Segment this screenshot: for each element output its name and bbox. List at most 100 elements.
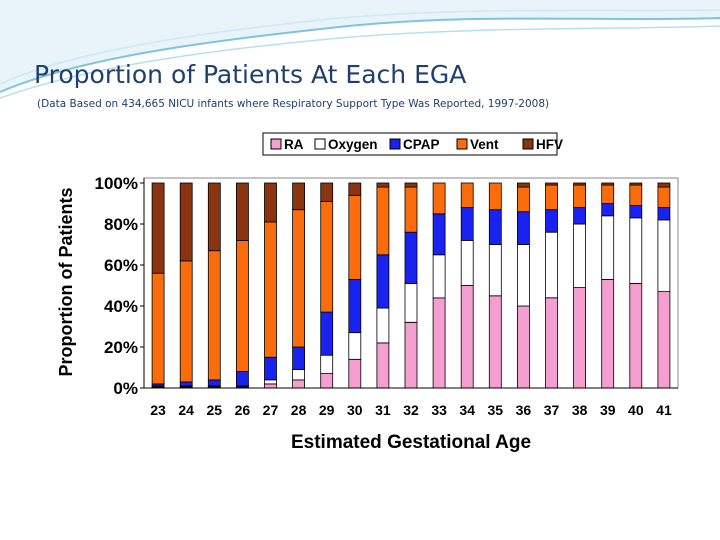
x-tick-label: 33 — [431, 402, 447, 418]
bar-segment-cpap-39 — [601, 203, 615, 217]
bar-segment-hfv-37 — [545, 182, 558, 186]
bar-segment-cpap-29 — [320, 311, 334, 356]
bar-segment-oxygen-28 — [292, 369, 306, 381]
bar-segment-vent-33 — [432, 182, 446, 215]
bar-segment-vent-26 — [235, 239, 249, 372]
legend-swatch-cpap — [389, 138, 401, 150]
bar-segment-oxygen-32 — [404, 282, 418, 323]
bar-segment-oxygen-37 — [545, 231, 558, 299]
bar-segment-cpap-30 — [348, 278, 362, 334]
bar-segment-oxygen-27 — [264, 379, 277, 385]
legend-frame — [262, 132, 558, 156]
bar-segment-vent-41 — [657, 186, 671, 209]
bar-segment-ra-39 — [601, 278, 615, 389]
legend-swatch-ra — [270, 138, 282, 150]
bar-segment-cpap-41 — [657, 207, 671, 221]
bar-segment-vent-31 — [376, 186, 390, 256]
x-tick-label: 27 — [263, 402, 279, 418]
bar-segment-cpap-35 — [488, 209, 502, 245]
bar-segment-vent-29 — [320, 200, 334, 313]
bar-segment-cpap-37 — [545, 209, 558, 233]
x-tick-label: 25 — [206, 402, 222, 418]
bar-segment-oxygen-39 — [601, 215, 615, 280]
bar-segment-hfv-28 — [292, 182, 306, 211]
bar-segment-cpap-25 — [207, 379, 221, 387]
bar-segment-hfv-36 — [517, 182, 530, 188]
bar-segment-vent-32 — [404, 186, 418, 233]
legend-swatch-vent — [456, 138, 468, 150]
bar-segment-vent-28 — [292, 209, 306, 348]
bar-segment-ra-36 — [517, 305, 530, 389]
legend-label-hfv: HFV — [536, 137, 563, 152]
bar-segment-oxygen-33 — [432, 254, 446, 299]
legend-label-cpap: CPAP — [403, 137, 440, 152]
x-tick-label: 24 — [178, 402, 194, 418]
bar-segment-cpap-27 — [264, 356, 277, 381]
bar-segment-ra-37 — [545, 297, 558, 389]
x-tick-label: 26 — [235, 402, 251, 418]
bar-segment-oxygen-41 — [657, 219, 671, 292]
y-tick-label: 0% — [113, 379, 138, 398]
bar-layer — [151, 182, 671, 389]
bar-segment-oxygen-31 — [376, 307, 390, 344]
x-tick-label: 36 — [516, 402, 532, 418]
y-tick-label: 20% — [104, 338, 138, 357]
bar-segment-hfv-38 — [573, 182, 586, 186]
bar-segment-hfv-31 — [376, 182, 390, 188]
bar-segment-ra-29 — [320, 373, 334, 389]
x-tick-label: 28 — [291, 402, 307, 418]
bar-segment-oxygen-36 — [517, 244, 530, 307]
bar-segment-vent-25 — [207, 250, 221, 381]
bar-segment-vent-36 — [517, 186, 530, 213]
x-tick-label: 39 — [600, 402, 616, 418]
bar-segment-vent-34 — [460, 182, 474, 209]
bar-segment-hfv-39 — [601, 182, 615, 186]
bar-segment-cpap-24 — [179, 381, 193, 387]
bar-segment-cpap-40 — [629, 205, 643, 219]
bar-segment-vent-30 — [348, 194, 362, 280]
bar-segment-vent-24 — [179, 260, 193, 383]
bar-segment-ra-40 — [629, 282, 643, 389]
bar-segment-oxygen-29 — [320, 354, 334, 375]
x-axis: 23 24 25 26 27 28 29 30 31 32 33 34 35 36 37 38 39 40 41 — [144, 387, 678, 418]
bar-segment-vent-23 — [151, 272, 165, 385]
x-tick-label: 35 — [488, 402, 504, 418]
header-wave-line-1 — [0, 17, 720, 93]
bar-segment-hfv-27 — [264, 182, 277, 223]
bar-segment-vent-35 — [488, 182, 502, 211]
bar-segment-hfv-41 — [657, 182, 671, 188]
bar-segment-ra-41 — [657, 291, 671, 389]
x-tick-label: 38 — [572, 402, 588, 418]
header-wave-line-2 — [0, 25, 720, 99]
bar-segment-ra-28 — [292, 379, 306, 389]
header-wave-line-3 — [0, 9, 720, 85]
x-tick-label: 37 — [544, 402, 560, 418]
x-tick-label: 30 — [347, 402, 363, 418]
bar-segment-cpap-34 — [460, 207, 474, 241]
bar-segment-vent-37 — [545, 184, 558, 211]
x-axis-title: Estimated Gestational Age — [291, 432, 531, 453]
slide-subtitle: (Data Based on 434,665 NICU infants wher… — [37, 98, 550, 110]
x-tick-label: 31 — [375, 402, 391, 418]
x-tick-label: 23 — [150, 402, 166, 418]
bar-segment-vent-38 — [573, 184, 586, 209]
bar-segment-cpap-26 — [235, 371, 249, 387]
bar-segment-oxygen-34 — [460, 239, 474, 286]
x-tick-label: 32 — [403, 402, 419, 418]
bar-segment-hfv-25 — [207, 182, 221, 252]
bar-segment-hfv-40 — [629, 182, 643, 186]
header-wave-fill — [0, 0, 720, 92]
bar-segment-ra-34 — [460, 285, 474, 389]
bar-segment-cpap-31 — [376, 254, 390, 309]
bar-segment-hfv-26 — [235, 182, 249, 241]
bar-segment-hfv-32 — [404, 182, 418, 188]
bar-segment-cpap-33 — [432, 213, 446, 256]
bar-segment-vent-40 — [629, 184, 643, 207]
bar-segment-hfv-29 — [320, 182, 334, 202]
x-tick-label: 41 — [656, 402, 672, 418]
y-axis: 0% 20% 40% 60% 80% 100% — [95, 174, 145, 398]
bar-segment-vent-39 — [601, 184, 615, 204]
bar-segment-ra-27 — [264, 383, 277, 389]
bar-segment-ra-35 — [488, 295, 502, 389]
